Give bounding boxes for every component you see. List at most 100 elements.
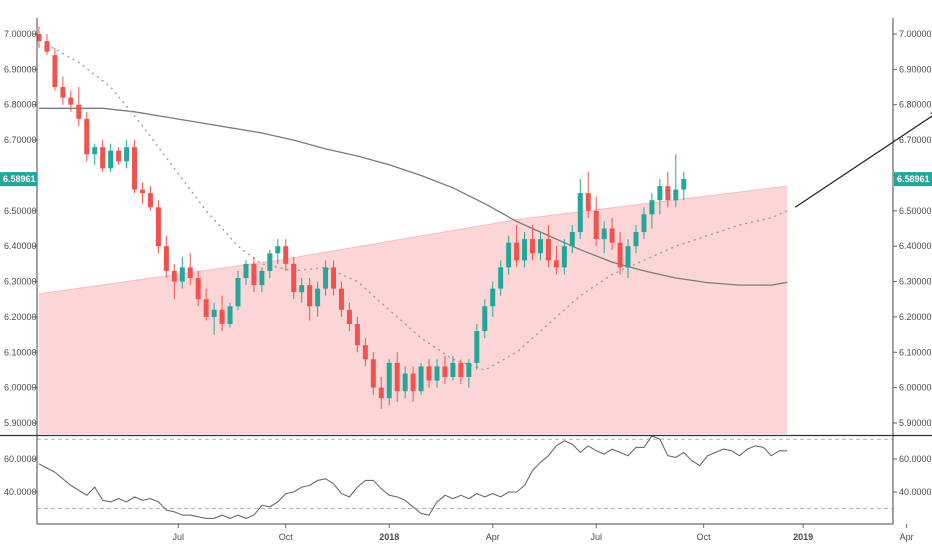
candle-body <box>673 189 679 201</box>
candle <box>44 34 50 56</box>
candle <box>108 143 114 172</box>
osc-tick-label: 40.0000 <box>899 487 932 497</box>
time-tick-label: 2019 <box>793 532 813 542</box>
candle-body <box>402 373 408 392</box>
candle <box>36 26 42 49</box>
candle <box>116 147 122 165</box>
candle <box>657 178 663 215</box>
candle-body <box>171 270 177 282</box>
candle <box>60 76 66 105</box>
candle <box>522 232 528 268</box>
candle <box>490 281 496 317</box>
price-tick-label: 6.20000 <box>899 312 932 322</box>
candle-body <box>331 267 337 289</box>
candle <box>179 256 185 289</box>
candle <box>331 260 337 296</box>
candle-body <box>267 253 273 271</box>
candle-body <box>315 288 321 307</box>
candle <box>681 171 687 201</box>
oscillator-line <box>38 435 788 519</box>
candle-body <box>410 373 416 392</box>
candle-body <box>203 299 209 317</box>
candle <box>665 171 671 208</box>
last-price-badge-right <box>894 172 932 187</box>
candle <box>243 260 249 286</box>
trend-arrow-line <box>794 115 932 208</box>
candle-body <box>378 387 384 399</box>
price-tick-label: 6.30000 <box>4 277 37 287</box>
osc-tick-label: 60.0000 <box>4 454 37 464</box>
time-tick-label: Oct <box>697 532 712 542</box>
time-tick-label: Jul <box>590 532 602 542</box>
candle-body <box>195 278 201 300</box>
candle <box>577 178 583 240</box>
time-tick-label: Oct <box>279 532 294 542</box>
candle-body <box>561 246 567 268</box>
candle <box>569 224 575 254</box>
candle <box>76 87 82 126</box>
candle-body <box>450 362 456 378</box>
price-tick-label: 6.90000 <box>899 64 932 74</box>
candle-body <box>394 362 400 392</box>
candle-body <box>569 232 575 247</box>
candle-body <box>283 246 289 264</box>
candle <box>458 359 464 385</box>
candle <box>354 316 360 353</box>
price-tick-label: 7.00000 <box>4 29 37 39</box>
candle-body <box>243 263 249 279</box>
candle-body <box>617 242 623 268</box>
candle-body <box>601 228 607 240</box>
candle-body <box>593 210 599 240</box>
price-pane <box>36 26 932 434</box>
candle-body <box>418 366 424 392</box>
osc-tick-label: 60.0000 <box>899 454 932 464</box>
candle-body <box>116 150 122 162</box>
price-tick-label: 7.00000 <box>899 29 932 39</box>
candle <box>474 323 480 370</box>
trend-band <box>39 186 788 434</box>
candle-body <box>426 366 432 381</box>
candle-body <box>530 239 536 254</box>
candle <box>299 278 305 303</box>
candle-body <box>490 288 496 307</box>
candle-body <box>609 228 615 243</box>
candle-body <box>649 200 655 215</box>
candle <box>132 140 138 194</box>
candle-body <box>370 359 376 388</box>
candle-body <box>665 186 671 201</box>
candle <box>203 288 209 321</box>
candle <box>530 224 536 261</box>
last-price-label-right: 6.58961 <box>897 174 930 184</box>
candle-body <box>514 242 520 261</box>
candle <box>553 246 559 275</box>
candle-body <box>251 263 257 286</box>
candle-body <box>211 309 217 317</box>
candle-body <box>545 239 551 261</box>
candle <box>601 221 607 254</box>
candle-body <box>354 323 360 346</box>
candle <box>267 249 273 279</box>
candle <box>68 90 74 112</box>
time-tick-label: Apr <box>486 532 500 542</box>
candle-body <box>275 246 281 254</box>
candle-body <box>92 147 98 155</box>
candle <box>100 140 106 172</box>
candle <box>617 232 623 275</box>
candle-body <box>52 55 58 88</box>
candle <box>139 182 145 204</box>
candle-body <box>474 331 480 363</box>
time-tick-label: Apr <box>900 532 914 542</box>
price-tick-label: 6.20000 <box>4 312 37 322</box>
price-tick-label: 6.10000 <box>4 347 37 357</box>
candle-body <box>155 207 161 247</box>
candle <box>211 302 217 335</box>
dotted-average-line <box>46 43 788 371</box>
candle <box>442 355 448 385</box>
candle <box>251 256 257 293</box>
candle-body <box>227 306 233 324</box>
price-tick-label: 6.50000 <box>899 206 932 216</box>
candle <box>163 235 169 279</box>
candle <box>514 224 520 268</box>
candle <box>52 48 58 91</box>
